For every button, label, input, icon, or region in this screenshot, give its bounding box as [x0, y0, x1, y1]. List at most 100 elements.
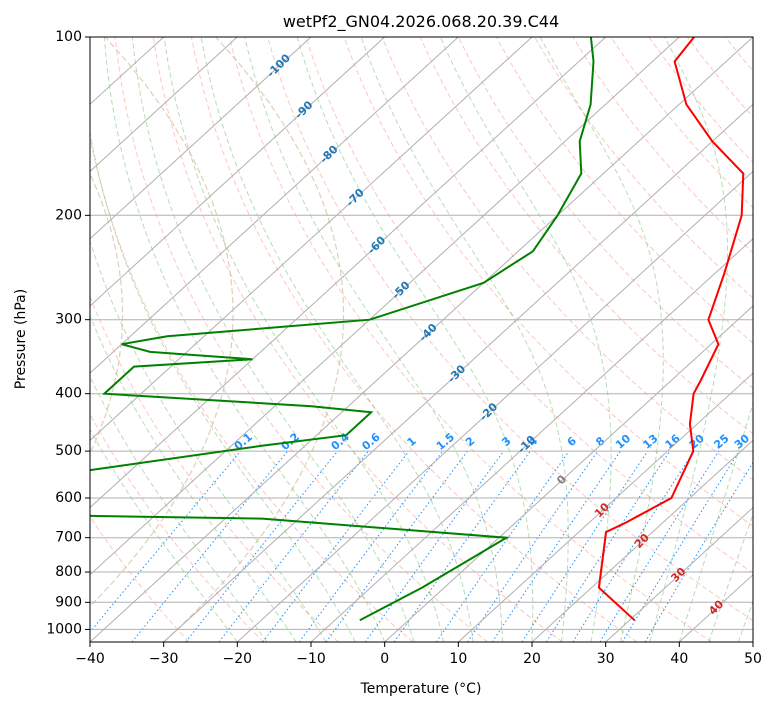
dry-adiabat-line — [457, 37, 753, 389]
y-tick-label: 900 — [55, 594, 82, 610]
y-tick-label: 100 — [55, 29, 82, 45]
moist-adiabat-line — [678, 401, 753, 642]
mixing-ratio-label: 2 — [463, 434, 477, 449]
moist-adiabat-line — [360, 37, 569, 642]
moist-adiabat-line — [737, 599, 753, 642]
isotherm-line — [90, 37, 680, 576]
dewpoint-trace — [90, 37, 595, 622]
mixing-ratio-label: 3 — [499, 434, 513, 449]
dry-adiabat-line — [648, 37, 753, 164]
moist-adiabat-line — [90, 375, 268, 642]
curved-guide-line — [163, 37, 345, 642]
dry-adiabat-line — [381, 37, 753, 481]
y-tick-label: 300 — [55, 312, 82, 328]
mixing-ratio-line — [90, 450, 242, 633]
dry-adiabat-line — [90, 295, 339, 642]
y-tick-label: 1000 — [46, 621, 82, 637]
isotherm-line — [90, 37, 459, 374]
dry-adiabat-line — [90, 412, 264, 642]
mixing-ratio-line — [467, 450, 599, 642]
mixing-ratio-line — [491, 450, 621, 642]
mixing-ratio-line — [545, 450, 671, 642]
y-tick-label: 500 — [55, 443, 82, 459]
curved-guide-line — [90, 172, 124, 455]
mixing-ratio-line — [364, 450, 505, 642]
x-tick-label: −20 — [223, 651, 253, 667]
moist-adiabat-line — [244, 37, 503, 642]
mixing-ratio-label: 30 — [732, 432, 752, 452]
isotherm-line — [90, 37, 238, 173]
dry-adiabat-line — [724, 37, 753, 72]
moist-adiabat-line — [200, 37, 474, 642]
isotherm-line — [163, 103, 753, 642]
isotherm-line — [531, 439, 753, 642]
x-tick-label: −30 — [149, 651, 179, 667]
mixing-ratio-line — [262, 450, 410, 642]
y-tick-label: 800 — [55, 564, 82, 580]
isotherm-line — [605, 506, 753, 642]
mixing-ratio-label: 8 — [593, 434, 607, 449]
dry-adiabat-line — [343, 37, 753, 527]
isotherm-line — [90, 37, 386, 307]
temperature-trace — [597, 37, 745, 622]
mixing-ratio-label: 6 — [565, 434, 579, 449]
axes: 100 200 300 400 500 600 700 800 900 1000 −40 −30 −20… — [46, 29, 762, 667]
moist-adiabat-line — [90, 239, 327, 642]
mixing-ratio-label: 36 — [753, 432, 773, 452]
isotherm-line — [90, 37, 753, 642]
isotherm-line — [90, 37, 607, 509]
dry-adiabat-line — [419, 37, 753, 435]
y-axis-label: Pressure (hPa) — [13, 289, 29, 389]
mixing-ratio-label: 16 — [663, 432, 683, 452]
mixing-ratio-line — [621, 450, 740, 642]
mixing-ratio-label: 10 — [613, 432, 633, 452]
y-tick-label: 400 — [55, 386, 82, 402]
y-tick-label: 700 — [55, 530, 82, 546]
moist-adiabat-line — [539, 37, 664, 642]
dry-adiabat-line — [686, 37, 753, 118]
x-tick-label: −10 — [296, 651, 326, 667]
mixing-ratio-line — [131, 450, 288, 642]
mixing-ratio-label: 20 — [687, 432, 707, 452]
x-axis-label: Temperature (°C) — [360, 681, 482, 697]
dry-adiabat-line — [534, 37, 753, 299]
mixing-ratio-line — [572, 450, 695, 642]
dry-adiabat-line — [763, 37, 775, 642]
mixing-ratio-line — [435, 450, 570, 642]
mixing-ratio-line — [185, 450, 338, 642]
dry-adiabat-line — [610, 37, 753, 209]
plot-frame — [89, 36, 754, 643]
y-tick-label: 600 — [55, 490, 82, 506]
moist-adiabat-line — [439, 37, 612, 642]
mixing-ratio-label: 1 — [405, 434, 419, 449]
curved-guide-line — [90, 37, 234, 608]
isotherm-line — [457, 372, 753, 642]
moist-adiabat-line — [90, 129, 356, 642]
moist-adiabat-line — [649, 37, 728, 642]
isotherm-line — [90, 37, 533, 442]
moist-adiabat-line — [708, 513, 753, 642]
mixing-ratio-line — [521, 450, 649, 642]
chart-title: wetPf2_GN04.2026.068.20.39.C44 — [283, 12, 559, 32]
y-tick-label: 200 — [55, 207, 82, 223]
dry-adiabat-line — [229, 37, 712, 642]
mixing-ratio-line — [599, 450, 720, 642]
x-tick-label: 10 — [449, 651, 467, 667]
dry-adiabat-line — [114, 37, 488, 642]
mixing-ratio-line — [218, 450, 369, 642]
mixing-ratio-label: 1.5 — [434, 430, 457, 452]
dry-adiabat-line — [305, 37, 753, 574]
dry-adiabat-line — [190, 37, 638, 642]
plot-area: 0.1 0.2 0.4 0.6 1 1.5 2 3 4 6 8 10 13 16 20 25 30 36-100-… — [90, 37, 775, 642]
moist-adiabat-line — [90, 314, 297, 642]
isotherm-line — [752, 641, 753, 642]
dry-adiabat-line — [152, 37, 563, 642]
moist-adiabat-line — [131, 37, 415, 642]
mixing-ratio-line — [298, 450, 444, 642]
mixing-ratio-label: 25 — [711, 432, 731, 452]
x-tick-label: −40 — [75, 651, 105, 667]
moist-adiabat-line — [296, 37, 534, 642]
moist-adiabat-line — [163, 37, 445, 642]
x-tick-label: 40 — [670, 651, 688, 667]
